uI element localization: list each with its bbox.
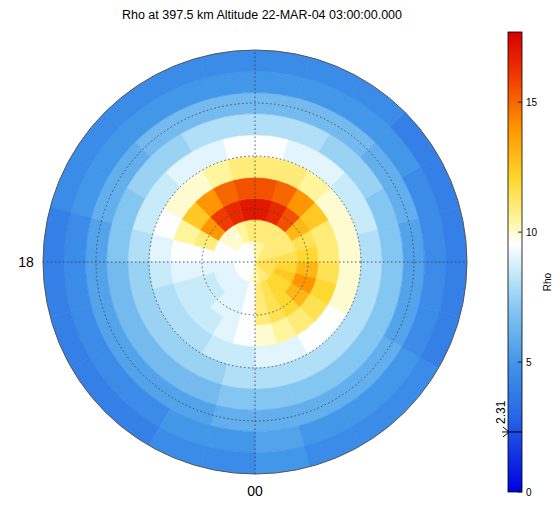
density-cell [439,207,467,262]
colorbar-marker [502,431,522,432]
density-cell [191,246,214,262]
colorbar-tick [518,102,522,103]
density-cell [71,357,120,412]
colorbar-tick-label: 5 [526,357,532,368]
colorbar-tick [518,232,522,233]
density-cell [337,262,361,289]
density-cell [250,262,255,283]
density-cell [43,207,71,262]
colorbar-marker-label: 2.31 [494,400,508,424]
colorbar [508,32,522,492]
density-cell [234,257,255,262]
density-cell [235,251,255,262]
density-cell [128,229,153,262]
colorbar-tick-label: 10 [526,227,538,238]
density-cell [222,135,255,160]
colorbar-tick-label: 0 [526,487,532,498]
density-cell [350,78,405,127]
density-cell [255,262,275,273]
colorbar-marker-arrow [503,427,509,437]
density-cell [439,262,467,317]
density-cell [390,357,439,412]
density-cell [228,344,255,368]
density-cell [255,50,310,78]
density-cell [244,282,255,304]
density-cell [222,364,255,389]
local-time-label: 00 [247,483,263,499]
density-cell [149,427,206,467]
density-cell [255,156,282,180]
density-cell [233,323,255,346]
density-cell [200,50,255,78]
density-cell [255,177,277,200]
density-cell [128,262,153,295]
density-cell [304,427,361,467]
density-cell [255,198,271,221]
density-cell [304,57,361,97]
density-cell [105,78,160,127]
density-cell [316,262,339,284]
figure: Rho at 397.5 km Altitude 22-MAR-04 03:00… [0,0,557,513]
density-cell [213,251,235,262]
local-time-label: 18 [18,254,34,270]
density-cell [275,262,297,273]
density-cell [149,235,173,262]
density-cell [420,311,460,368]
density-cell [170,240,193,262]
density-cell [255,220,266,242]
density-cell [43,262,71,317]
density-cell [390,112,439,167]
density-cell [50,156,90,213]
density-cell [200,446,255,474]
title: Rho at 397.5 km Altitude 22-MAR-04 03:00… [122,8,402,22]
colorbar-tick [518,492,522,493]
colorbar-tick-label: 15 [526,97,538,108]
density-cell [71,112,120,167]
density-cell [255,262,276,267]
density-cell [239,303,255,326]
colorbar-label: Rho [542,272,553,291]
density-cell [350,397,405,446]
outer-boundary [43,50,467,474]
density-cell [255,242,266,262]
local-time-line [255,50,256,474]
density-cell [255,241,260,262]
density-cell [50,311,90,368]
density-map [43,50,467,474]
colorbar-tick [518,362,522,363]
density-cell [105,397,160,446]
density-cell [244,262,255,282]
density-cell [255,446,310,474]
density-cell [149,57,206,97]
density-cell [420,156,460,213]
